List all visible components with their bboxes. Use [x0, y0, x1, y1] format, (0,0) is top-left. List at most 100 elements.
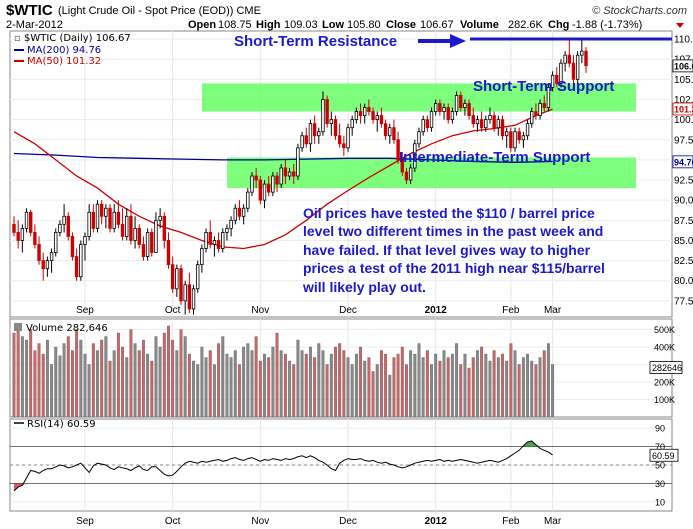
volume-bar	[229, 357, 233, 418]
candle-body	[325, 99, 329, 125]
commentary-line-1: Oil prices have tested the $110 / barrel…	[303, 205, 595, 221]
candle-body	[196, 264, 200, 290]
volume-bar	[133, 343, 137, 418]
volume-bar	[308, 346, 312, 418]
candle-body	[237, 207, 242, 217]
volume-bar	[313, 357, 317, 418]
volume-bar	[346, 357, 350, 418]
candle-body	[337, 135, 342, 145]
volume-bar	[221, 336, 225, 418]
volume-bar	[41, 353, 45, 418]
volume-bar	[62, 343, 66, 418]
volume-bar	[125, 357, 129, 418]
volume-bar	[267, 357, 271, 418]
volume-bar	[263, 353, 266, 418]
volume-bar	[183, 336, 187, 418]
candle-body	[450, 111, 455, 121]
candle-body	[484, 119, 488, 129]
x-tick-label: Feb	[502, 305, 520, 316]
candle-body	[492, 115, 496, 129]
volume-bar	[446, 357, 450, 418]
ma200-legend: MA(200) 94.76	[27, 45, 101, 56]
candle-body	[212, 240, 217, 245]
close-value: 106.67	[420, 19, 454, 31]
volume-bar	[279, 350, 283, 418]
volume-bar	[379, 350, 383, 418]
volume-bar	[459, 364, 463, 418]
candle-body	[292, 171, 296, 177]
candle-body	[358, 111, 363, 116]
rsi-overbought-fill	[527, 441, 532, 447]
volume-bar	[304, 353, 308, 418]
ma50-tag-box	[672, 102, 693, 116]
volume-bar	[87, 364, 91, 418]
candle-body	[287, 171, 292, 177]
candle-body	[584, 50, 588, 67]
volume-bar	[54, 346, 58, 418]
price-tick-label: 105.0	[674, 75, 693, 86]
rsi-line	[13, 440, 553, 492]
candle-body	[371, 111, 375, 121]
volume-legend: Volume 282,646	[26, 323, 108, 334]
volume-bar	[354, 353, 358, 418]
candle-body	[229, 219, 233, 229]
volume-bar	[392, 357, 396, 418]
volume-bar	[83, 353, 87, 418]
volume-bar	[442, 350, 446, 418]
ma200-tag: 94.76	[674, 157, 693, 167]
volume-bar	[121, 346, 124, 418]
candle-body	[183, 284, 187, 302]
rsi-tick-label: 10	[655, 497, 665, 507]
volume-bar	[242, 346, 246, 418]
volume-bar	[91, 343, 95, 418]
volume-bar	[400, 346, 404, 418]
volume-bar	[496, 357, 500, 418]
x-tick-label: Feb	[502, 516, 520, 527]
volume-tick-label: 100K	[654, 395, 675, 405]
volume-bar	[37, 343, 41, 418]
volume-bar	[417, 343, 421, 418]
volume-bar	[225, 353, 229, 418]
candle-body	[542, 103, 546, 108]
candle-body	[404, 171, 409, 181]
price-tick-label: 110.0	[674, 35, 693, 46]
candle-body	[12, 223, 16, 233]
candle-body	[383, 123, 388, 137]
candle-body	[433, 103, 438, 112]
candle-body	[530, 111, 534, 125]
volume-bar	[350, 364, 354, 418]
candle-body	[137, 227, 141, 245]
candle-body	[99, 203, 104, 217]
candle-body	[521, 135, 526, 141]
candle-body	[321, 99, 325, 133]
candle-body	[150, 232, 154, 253]
low-label: Low	[322, 19, 344, 31]
volume-bar	[233, 350, 237, 418]
rsi-tick-label: 30	[655, 479, 665, 489]
volume-bar	[45, 339, 49, 418]
candle-body	[129, 215, 133, 241]
volume-bar	[200, 346, 204, 418]
volume-bar	[50, 364, 54, 418]
volume-bar	[388, 374, 392, 418]
candle-body	[216, 240, 221, 249]
short-term-support-band	[202, 83, 636, 112]
price-tick-label: 97.5	[674, 135, 693, 146]
volume-bar	[258, 360, 262, 418]
candle-body	[500, 119, 505, 137]
x-tick-label: Mar	[544, 305, 562, 316]
volume-bar	[292, 364, 296, 418]
x-tick-label: Oct	[165, 516, 181, 527]
ma50-line	[13, 108, 553, 250]
volume-bar	[492, 350, 496, 418]
volume-bar	[275, 332, 279, 418]
volume-bar	[112, 350, 116, 418]
st-support-annotation: Short-Term Support	[473, 78, 614, 95]
volume-bar	[367, 357, 371, 418]
price-tick-label: 87.5	[674, 216, 693, 227]
volume-bar	[150, 360, 154, 418]
candle-body	[459, 95, 463, 108]
stockcharts-watermark: © StockCharts.com	[592, 5, 687, 17]
x-tick-label: Dec	[339, 516, 357, 527]
volume-bar	[325, 364, 329, 418]
